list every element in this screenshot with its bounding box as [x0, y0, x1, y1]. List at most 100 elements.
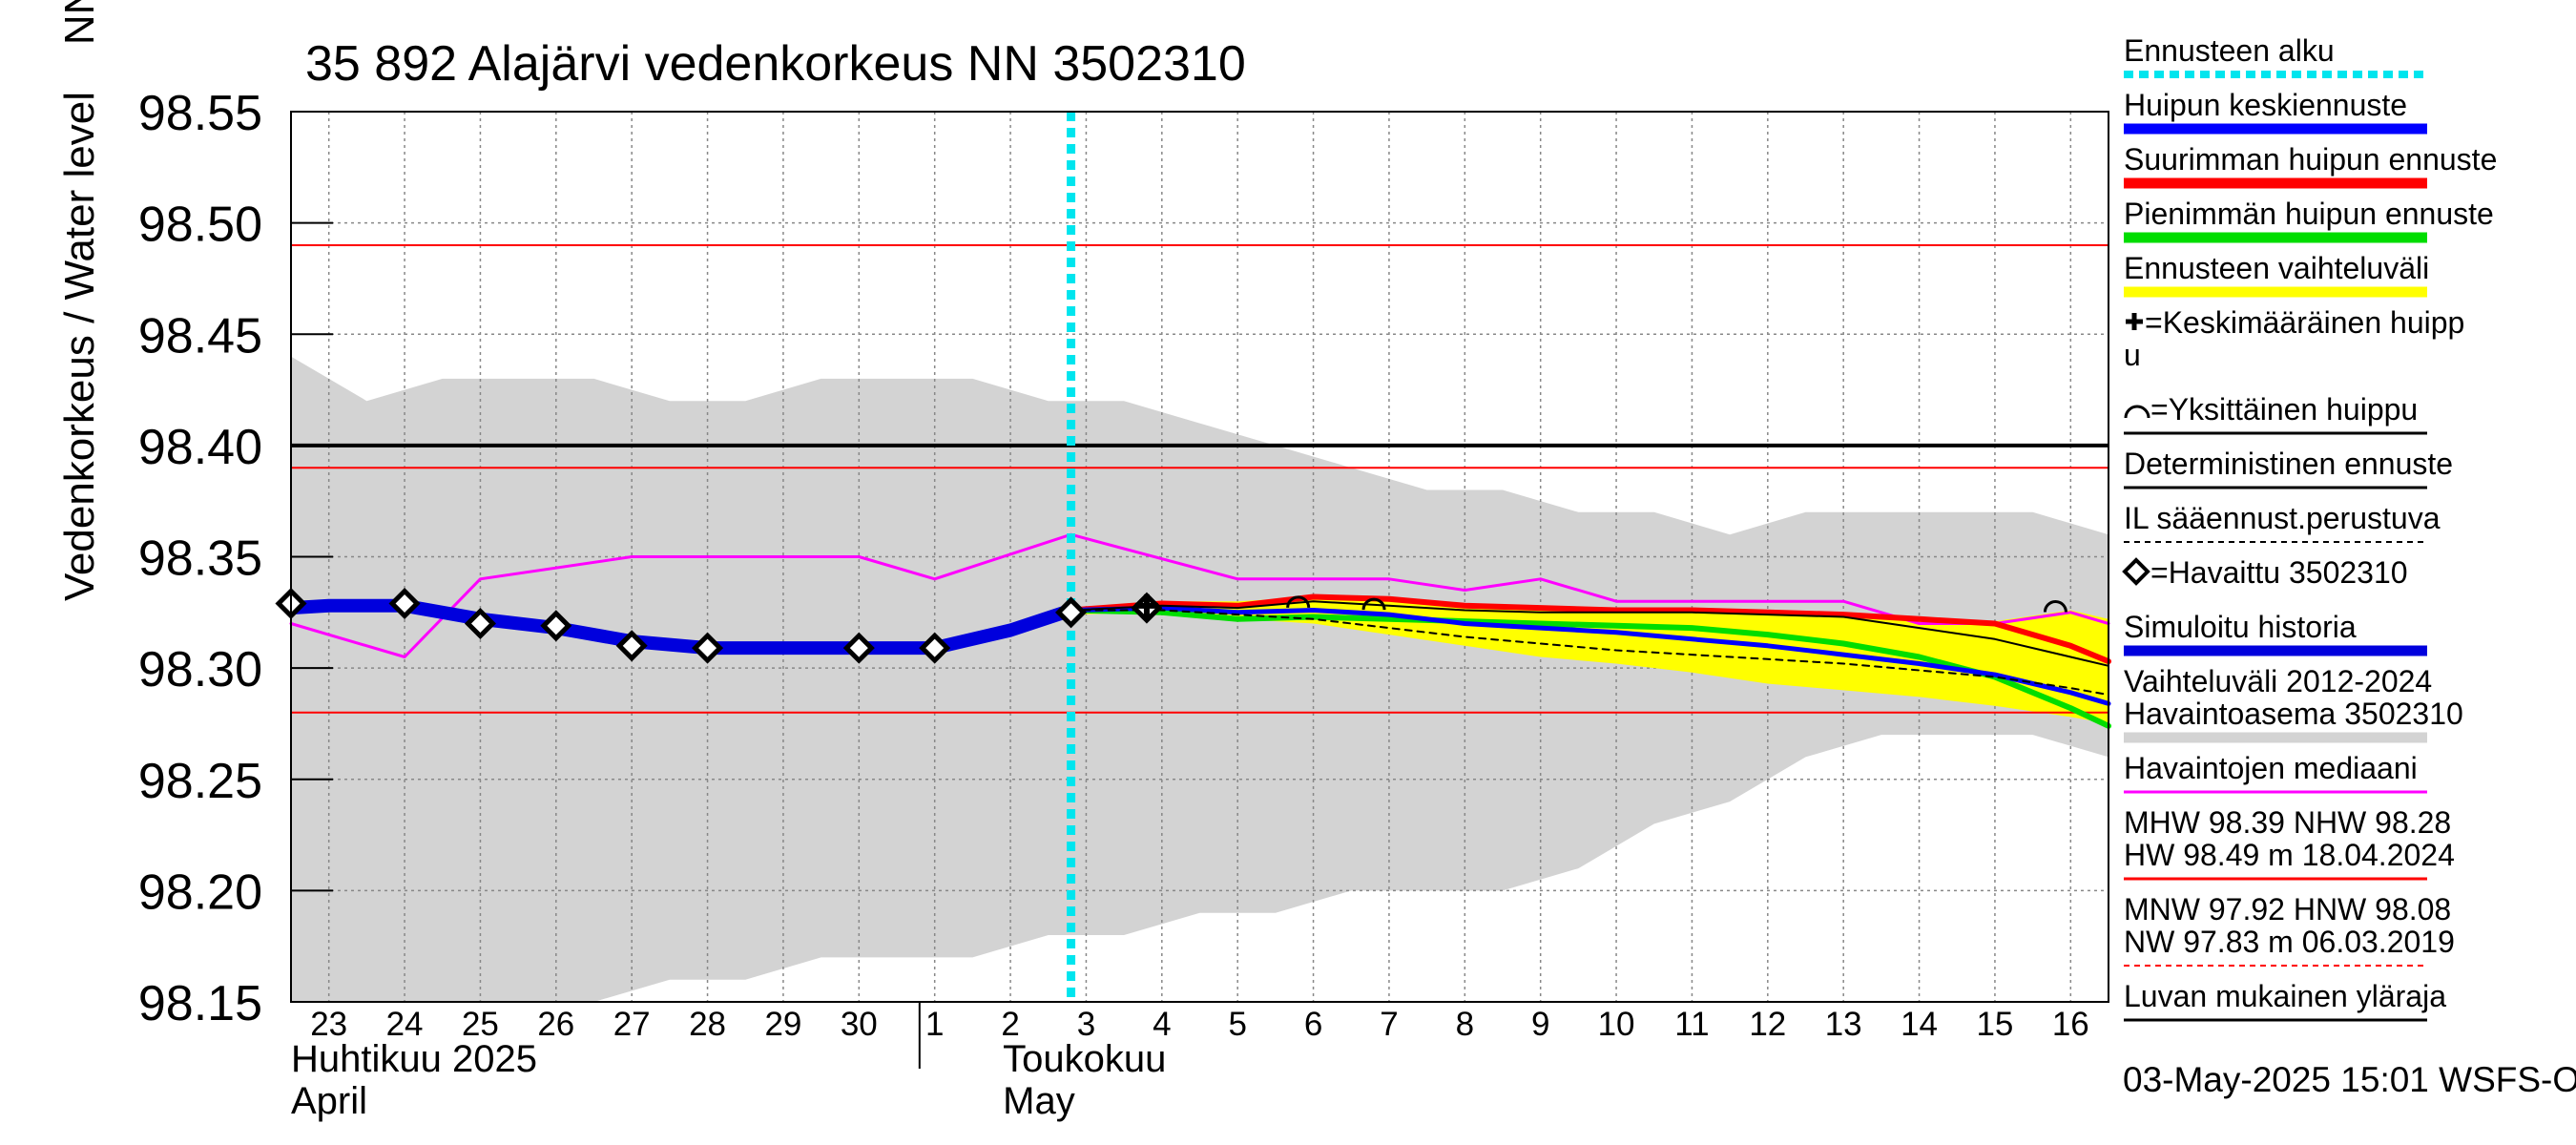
- legend-label: Ennusteen vaihteluväli: [2124, 251, 2429, 285]
- diamond-icon: [2122, 557, 2150, 586]
- series-deterministinen-ennuste: [1070, 600, 2109, 667]
- x-tick-label: 6: [1304, 1006, 1322, 1043]
- y-tick-label: 98.55: [138, 86, 262, 141]
- x-tick-label: 2: [1001, 1006, 1019, 1043]
- y-axis-label: Vedenkorkeus / Water level NN+m: [56, 0, 103, 601]
- x-tick-label: 11: [1674, 1006, 1709, 1043]
- series-suurimman-huipun-ennuste: [1068, 593, 2111, 665]
- legend-label: Vaihteluväli 2012-2024: [2124, 664, 2432, 698]
- y-tick-label: 98.40: [138, 420, 262, 475]
- legend-item-suurimman-huipun-ennuste: Suurimman huipun ennuste: [2124, 142, 2497, 189]
- x-tick-label: 25: [462, 1006, 499, 1043]
- legend-label: Simuloitu historia: [2124, 610, 2357, 644]
- legend-item-ennusteen-alku: Ennusteen alku: [2124, 33, 2427, 78]
- x-tick-label: 27: [613, 1006, 651, 1043]
- x-tick-label: 4: [1153, 1006, 1171, 1043]
- legend-label: =Havaittu 3502310: [2150, 555, 2408, 590]
- legend-label-line2: Havaintoasema 3502310: [2124, 697, 2463, 731]
- legend-item-simuloitu-historia: Simuloitu historia: [2124, 610, 2427, 656]
- legend-label-line2: u: [2124, 338, 2141, 372]
- legend-item-deterministinen-ennuste: Deterministinen ennuste: [2124, 447, 2453, 489]
- legend-label: =Keskimääräinen huipp: [2145, 305, 2464, 340]
- legend-item-havaintojen-mediaani: Havaintojen mediaani: [2124, 751, 2427, 794]
- single-peak-marker: [2043, 600, 2067, 613]
- x-tick-label: 5: [1228, 1006, 1246, 1043]
- x-tick-label: 3: [1077, 1006, 1095, 1043]
- observed-point: [692, 632, 724, 664]
- legend-label: Luvan mukainen yläraja: [2124, 979, 2446, 1013]
- observed-point: [464, 607, 496, 640]
- y-tick-label: 98.25: [138, 754, 262, 809]
- legend-item-vaihteluv-li-2012-2024: Vaihteluväli 2012-2024 Havaintoasema 350…: [2124, 664, 2463, 743]
- x-tick-label: 7: [1380, 1006, 1398, 1043]
- observed-point: [1055, 596, 1088, 629]
- x-tick-label: 16: [2052, 1006, 2089, 1043]
- series-huipun-keskiennuste: [1069, 605, 2111, 706]
- legend-item-pienimm-n-huipun-ennuste: Pienimmän huipun ennuste: [2124, 197, 2494, 243]
- single-peak-marker: [1286, 595, 1311, 608]
- series-il-s-ennust-perustuva: [1070, 609, 2109, 697]
- y-tick-label: 98.20: [138, 864, 262, 920]
- month-label-fi: Toukokuu: [1003, 1038, 1166, 1080]
- legend-label: Huipun keskiennuste: [2124, 88, 2407, 122]
- y-tick-label: 98.35: [138, 531, 262, 587]
- x-tick-label: 29: [764, 1006, 801, 1043]
- legend-item-il-s-ennust-perustuva: IL sääennust.perustuva: [2124, 501, 2441, 543]
- legend-item-yksitt-inen-huippu: =Yksittäinen huippu: [2124, 392, 2427, 435]
- legend-item-ennusteen-vaihteluv-li: Ennusteen vaihteluväli: [2124, 251, 2429, 298]
- y-tick-label: 98.45: [138, 308, 262, 364]
- history-variation-band: [291, 356, 2109, 1003]
- x-tick-label: 10: [1598, 1006, 1635, 1043]
- observed-point: [919, 632, 951, 664]
- legend-label: Havaintojen mediaani: [2124, 751, 2418, 785]
- chart-title: 35 892 Alajärvi vedenkorkeus NN 3502310: [305, 36, 1246, 92]
- x-tick-label: 1: [925, 1006, 944, 1043]
- x-tick-label: 23: [310, 1006, 347, 1043]
- single-peak-marker: [1361, 597, 1386, 611]
- legend-label: IL sääennust.perustuva: [2124, 501, 2441, 535]
- legend-label: MNW 97.92 HNW 98.08: [2124, 892, 2451, 926]
- observed-point: [540, 610, 572, 642]
- legend: Ennusteen alku Huipun keskiennuste Suurimm…: [2122, 33, 2497, 1022]
- month-label-fi: Huhtikuu 2025: [291, 1038, 537, 1080]
- plus-icon: [2126, 313, 2143, 330]
- x-tick-label: 8: [1456, 1006, 1474, 1043]
- legend-label: Ennusteen alku: [2124, 33, 2335, 68]
- x-tick-label: 9: [1531, 1006, 1549, 1043]
- legend-item-huipun-keskiennuste: Huipun keskiennuste: [2124, 88, 2427, 135]
- x-tick-label: 14: [1901, 1006, 1938, 1043]
- legend-item-keskim-r-inen-huipp: =Keskimääräinen huippu: [2124, 305, 2464, 372]
- observed-point: [615, 630, 648, 662]
- legend-item-luvan-mukainen-yl-raja: Luvan mukainen yläraja: [2124, 979, 2446, 1022]
- y-tick-label: 98.30: [138, 642, 262, 697]
- x-tick-label: 12: [1749, 1006, 1786, 1043]
- average-peak-marker: [1134, 593, 1158, 617]
- legend-label: MHW 98.39 NHW 98.28: [2124, 805, 2451, 840]
- legend-label: Deterministinen ennuste: [2124, 447, 2453, 481]
- x-tick-label: 26: [537, 1006, 574, 1043]
- x-tick-label: 28: [689, 1006, 726, 1043]
- x-tick-label: 13: [1825, 1006, 1862, 1043]
- timestamp-footer: 03-May-2025 15:01 WSFS-O: [2123, 1060, 2576, 1099]
- legend-item-havaittu-3502310: =Havaittu 3502310: [2122, 555, 2408, 590]
- legend-label-line2: HW 98.49 m 18.04.2024: [2124, 838, 2455, 872]
- observed-point: [388, 587, 421, 620]
- series-havaintojen-mediaani: [289, 532, 2110, 658]
- arc-icon: [2124, 405, 2150, 419]
- legend-label: =Yksittäinen huippu: [2150, 392, 2418, 427]
- x-tick-label: 30: [841, 1006, 878, 1043]
- forecast-variation-band: [1070, 596, 2109, 724]
- month-label-en: April: [291, 1080, 367, 1122]
- x-tick-label: 15: [1976, 1006, 2013, 1043]
- legend-label: Suurimman huipun ennuste: [2124, 142, 2497, 177]
- y-tick-label: 98.50: [138, 198, 262, 253]
- month-label-en: May: [1003, 1080, 1075, 1122]
- x-tick-label: 24: [386, 1006, 424, 1043]
- observed-point: [842, 632, 875, 664]
- legend-label: Pienimmän huipun ennuste: [2124, 197, 2494, 231]
- y-tick-label: 98.15: [138, 976, 262, 1031]
- legend-label-line2: NW 97.83 m 06.03.2019: [2124, 925, 2455, 959]
